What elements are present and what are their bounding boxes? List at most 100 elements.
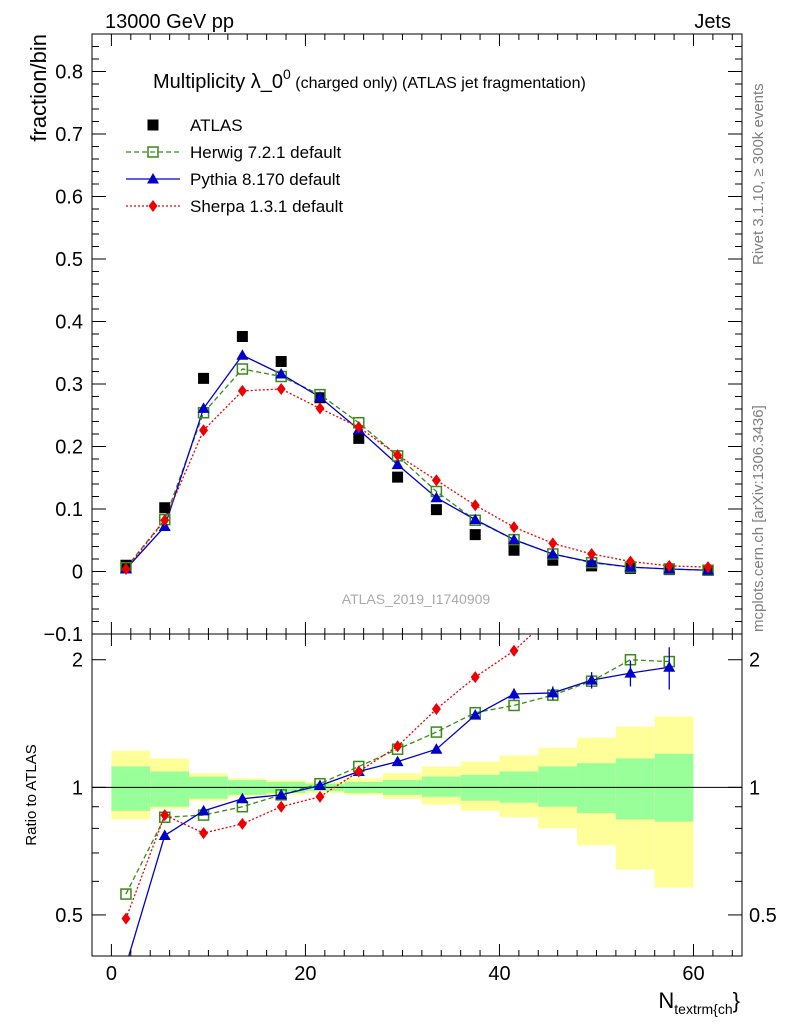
ratio-band-inner [150, 771, 190, 807]
legend-marker [147, 173, 159, 184]
ratio-y-tick-label: 0.5 [749, 905, 777, 927]
series-line-1 [125, 368, 709, 571]
data-point [353, 432, 365, 444]
ratio-point [585, 674, 598, 685]
ratio-band-inner [421, 776, 461, 797]
series-line-3 [125, 388, 709, 570]
ratio-point [121, 912, 131, 925]
ratio-point [508, 688, 521, 699]
data-point [469, 529, 481, 541]
ratio-point [509, 644, 519, 657]
chart-title: Multiplicity λ_00 (charged only) (ATLAS … [153, 66, 586, 93]
ratio-point [160, 809, 170, 822]
data-point [313, 391, 326, 402]
rivet-label: Rivet 3.1.10, ≥ 300k events [750, 83, 767, 265]
ratio-band-inner [538, 766, 578, 807]
y-tick-label: 0.7 [55, 124, 83, 146]
y-tick-label: −0.1 [44, 624, 83, 646]
ratio-y-tick-label: 1 [749, 777, 760, 799]
ratio-y-tick-label: 0.5 [55, 905, 83, 927]
data-point [160, 514, 170, 527]
legend-marker [147, 119, 159, 131]
ratio-y-tick-label: 2 [749, 650, 760, 672]
data-point [199, 424, 209, 437]
y-tick-label: 0.1 [55, 499, 83, 521]
header-left: 13000 GeV pp [105, 11, 234, 33]
mcplots-label: mcplots.cern.ch [arXiv:1306.3436] [750, 405, 767, 632]
ratio-uncertainty-bands [92, 716, 742, 888]
series-line-2 [125, 354, 709, 571]
data-point [703, 561, 713, 574]
data-point [430, 504, 442, 516]
analysis-label: ATLAS_2019_I1740909 [342, 591, 491, 607]
ratio-band-inner [111, 766, 151, 811]
data-point [625, 555, 635, 568]
data-point [548, 537, 558, 550]
ratio-point [275, 788, 288, 800]
data-point [121, 563, 131, 575]
legend-entry: Sherpa 1.3.1 default [190, 197, 343, 216]
ratio-point [237, 817, 247, 830]
ratio-point [236, 792, 249, 804]
y-tick-label: 0.2 [55, 437, 83, 459]
data-point [393, 449, 403, 462]
ratio-point [469, 709, 482, 720]
ratio-y-tick-label: 1 [72, 777, 83, 799]
legend-marker [148, 200, 158, 212]
ratio-point [313, 779, 326, 790]
data-point [197, 402, 210, 413]
data-point [587, 548, 597, 560]
ratio-point [663, 661, 676, 672]
ratio-point [508, 699, 520, 712]
data-point [275, 368, 288, 379]
data-point [392, 471, 404, 483]
ratio-frame [91, 633, 743, 957]
ratio-point [546, 686, 559, 698]
data-point [236, 363, 249, 375]
ratio-point [158, 829, 171, 840]
ratio-point [315, 790, 325, 803]
ratio-point [197, 804, 210, 816]
x-tick-label: 20 [294, 963, 316, 985]
data-point [159, 502, 171, 514]
y-tick-label: 0 [72, 562, 83, 584]
legend-entry: ATLAS [190, 116, 243, 135]
data-point [236, 349, 249, 360]
data-point [547, 554, 559, 566]
ratio-point [393, 740, 403, 753]
ratio-y-tick-label: 2 [72, 650, 83, 672]
data-point [585, 556, 598, 567]
header-right: Jets [694, 11, 731, 33]
ratio-point [354, 765, 364, 778]
ratio-y-axis-label: Ratio to ATLAS [23, 744, 40, 845]
ratio-point [120, 959, 132, 970]
data-point [275, 356, 287, 367]
ratio-point [431, 703, 441, 716]
data-point [236, 331, 248, 342]
ratio-band-inner [615, 758, 655, 820]
data-point [664, 559, 674, 572]
data-point [508, 544, 520, 556]
y-tick-label: 0.3 [55, 374, 83, 396]
ratio-point [430, 743, 443, 754]
x-tick-label: 60 [682, 963, 704, 985]
data-point [509, 521, 519, 534]
y-tick-label: 0.8 [55, 62, 83, 84]
legend: ATLAS Herwig 7.2.1 default Pythia 8.170 de… [126, 116, 343, 216]
ratio-point [120, 888, 132, 900]
y-tick-label: 0.4 [55, 312, 83, 334]
data-point [237, 384, 247, 397]
main-series [119, 331, 715, 576]
x-tick-label: 40 [488, 963, 510, 985]
ratio-point [548, 609, 557, 621]
data-point [198, 372, 210, 384]
data-point [276, 383, 286, 395]
x-axis-label: Ntextrm{ch} [658, 988, 740, 1017]
ratio-point [391, 755, 404, 767]
ratio-point [276, 800, 286, 813]
data-point [391, 458, 404, 470]
ratio-series [120, 609, 676, 970]
data-point [469, 513, 482, 525]
data-point [470, 499, 480, 512]
